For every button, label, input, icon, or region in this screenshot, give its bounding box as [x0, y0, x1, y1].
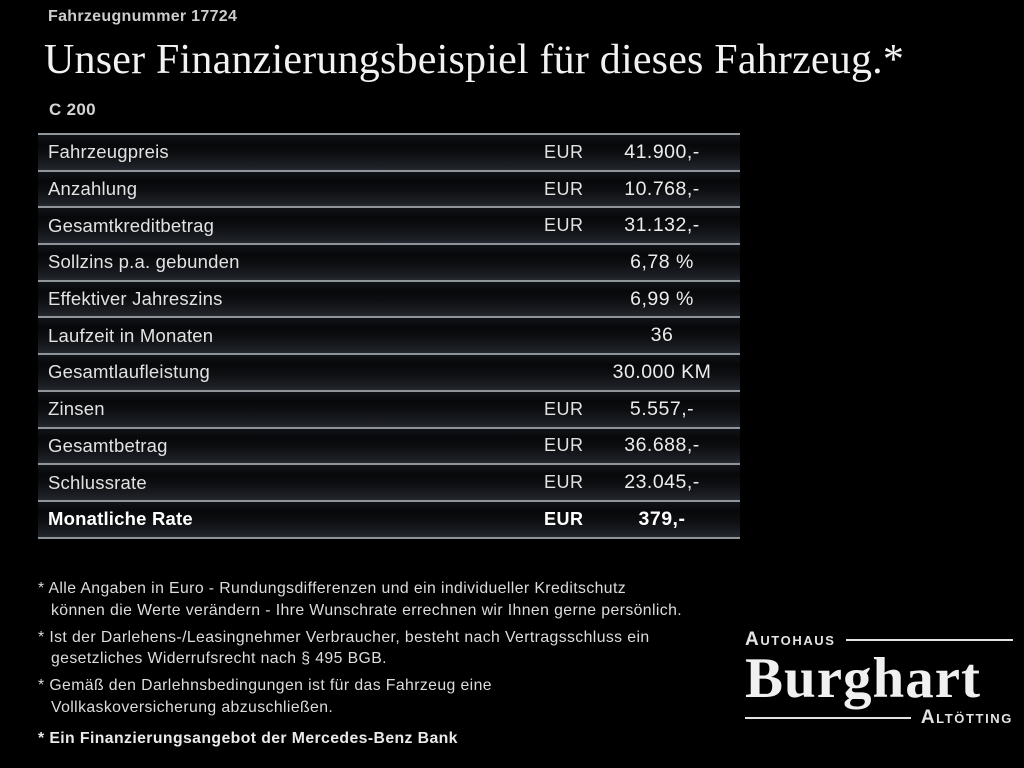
logo-rule-top — [845, 639, 1013, 641]
row-value: 41.900,- — [624, 140, 700, 163]
row-label: Gesamtkreditbetrag — [48, 214, 215, 236]
logo-city-label: Altötting — [920, 707, 1013, 728]
logo-top-row: Autohaus — [745, 629, 1013, 650]
row-currency: EUR — [544, 508, 584, 529]
table-row: Anzahlung EUR 10.768,- — [38, 169, 740, 207]
table-row: Sollzins p.a. gebunden 6,78 % — [38, 243, 740, 280]
row-value: 10.768,- — [624, 177, 700, 200]
logo-rule-bottom — [745, 717, 911, 719]
page-title: Unser Finanzierungsbeispiel für dieses F… — [44, 37, 905, 83]
row-label: Effektiver Jahreszins — [48, 288, 223, 310]
row-label: Anzahlung — [48, 178, 138, 200]
row-currency: EUR — [544, 398, 584, 419]
row-label: Sollzins p.a. gebunden — [48, 251, 240, 273]
row-currency: EUR — [544, 141, 584, 162]
table-row: Laufzeit in Monaten 36 — [38, 316, 740, 354]
table-row: Gesamtlaufleistung 30.000 KM — [38, 353, 740, 390]
row-value: 6,78 % — [630, 250, 694, 273]
row-label: Fahrzeugpreis — [48, 141, 169, 163]
footnote: * Gemäß den Darlehnsbedingungen ist für … — [38, 677, 492, 716]
row-value: 379,- — [638, 507, 686, 530]
vehicle-model: C 200 — [49, 100, 96, 119]
row-label: Monatliche Rate — [48, 508, 193, 530]
row-label: Laufzeit in Monaten — [48, 324, 214, 346]
table-row: Effektiver Jahreszins 6,99 % — [38, 279, 740, 317]
row-value: 6,99 % — [630, 287, 694, 310]
row-currency: EUR — [544, 215, 584, 236]
row-value: 36 — [650, 324, 674, 347]
row-currency: EUR — [544, 472, 584, 493]
row-value: 31.132,- — [624, 214, 700, 237]
table-row: Gesamtbetrag EUR 36.688,- — [38, 426, 740, 464]
bank-financing-note: * Ein Finanzierungsangebot der Mercedes-… — [38, 730, 458, 747]
logo-bottom-row: Altötting — [745, 707, 1013, 728]
footnote: * Ist der Darlehens-/Leasingnehmer Verbr… — [38, 628, 650, 668]
table-row: Zinsen EUR 5.557,- — [38, 389, 740, 427]
vehicle-number: Fahrzeugnummer 17724 — [48, 8, 238, 25]
table-row: Monatliche Rate EUR 379,- — [38, 499, 740, 537]
dealer-logo: Autohaus Burghart Altötting — [745, 629, 1013, 728]
table-row: Schlussrate EUR 23.045,- — [38, 463, 740, 500]
logo-dealer-name: Burghart — [745, 647, 981, 710]
row-value: 23.045,- — [624, 471, 700, 494]
table-row: Gesamtkreditbetrag EUR 31.132,- — [38, 206, 740, 244]
table-row: Fahrzeugpreis EUR 41.900,- — [38, 133, 740, 170]
footnotes: * Alle Angaben in Euro - Rundungsdiffere… — [38, 578, 753, 724]
row-value: 5.557,- — [629, 397, 695, 420]
row-label: Gesamtbetrag — [48, 434, 168, 456]
row-label: Gesamtlaufleistung — [48, 361, 210, 383]
row-currency: EUR — [544, 435, 584, 456]
row-value: 30.000 KM — [612, 360, 712, 383]
financing-table: Fahrzeugpreis EUR 41.900,- Anzahlung EUR… — [38, 133, 740, 539]
row-value: 36.688,- — [624, 434, 700, 457]
row-label: Zinsen — [48, 398, 105, 420]
logo-autohaus-label: Autohaus — [745, 629, 836, 650]
row-currency: EUR — [544, 178, 584, 199]
footnote: * Alle Angaben in Euro - Rundungsdiffere… — [38, 580, 683, 619]
row-label: Schlussrate — [48, 471, 147, 493]
